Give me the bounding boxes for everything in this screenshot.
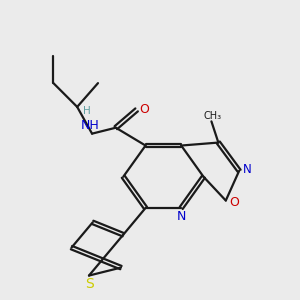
Text: NH: NH (81, 119, 100, 132)
Text: O: O (229, 196, 239, 208)
Text: N: N (176, 210, 186, 223)
Text: CH₃: CH₃ (204, 111, 222, 121)
Text: S: S (85, 277, 94, 291)
Text: O: O (139, 103, 149, 116)
Text: N: N (243, 163, 252, 176)
Text: H: H (83, 106, 91, 116)
